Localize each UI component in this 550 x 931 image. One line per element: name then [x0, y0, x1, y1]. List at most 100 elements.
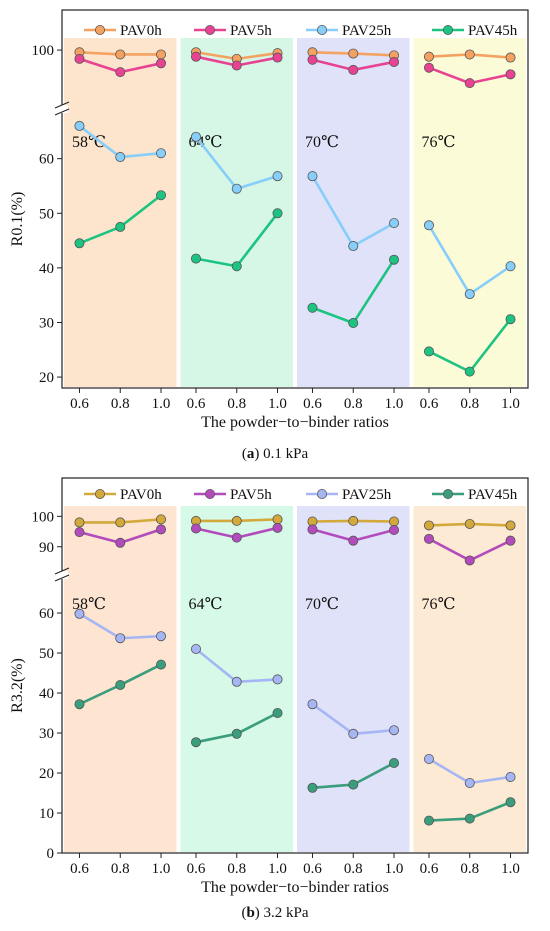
x-tick-label: 0.8 [111, 861, 130, 877]
legend-entry: PAV25h [342, 487, 392, 503]
panel-caption-letter: b [246, 905, 254, 921]
data-point-PAV5h [74, 53, 85, 64]
group-band-1 [64, 38, 177, 387]
data-point-PAV5h [272, 52, 283, 63]
data-point-PAV25h [505, 772, 516, 783]
data-point-PAV45h [389, 758, 400, 769]
data-point-PAV0h [156, 49, 167, 60]
panel-caption: (a) 0.1 kPa [242, 446, 309, 462]
data-point-PAV25h [505, 261, 516, 272]
y-tick-label: 10 [39, 806, 54, 822]
data-point-PAV25h [156, 148, 167, 159]
data-point-PAV45h [505, 314, 516, 325]
legend-entry: PAV0h [120, 487, 162, 503]
legend-marker [95, 488, 106, 499]
y-tick-label: 50 [39, 206, 54, 222]
data-point-PAV25h [423, 220, 434, 231]
data-point-PAV5h [190, 523, 201, 534]
panel-caption-letter: a [247, 446, 255, 462]
data-point-PAV45h [74, 238, 85, 249]
data-point-PAV0h [231, 515, 242, 526]
x-tick-label: 0.6 [303, 396, 322, 412]
data-point-PAV45h [231, 728, 242, 739]
x-tick-label: 0.8 [111, 396, 130, 412]
legend-marker [204, 24, 215, 35]
data-point-PAV5h [348, 64, 359, 75]
x-tick-label: 0.8 [460, 861, 479, 877]
legend-entry: PAV45h [468, 23, 518, 39]
data-point-PAV25h [389, 725, 400, 736]
data-point-PAV0h [156, 514, 167, 525]
legend-marker [204, 488, 215, 499]
data-point-PAV0h [505, 520, 516, 531]
data-point-PAV25h [231, 183, 242, 194]
x-tick-label: 0.6 [420, 861, 439, 877]
data-point-PAV25h [115, 152, 126, 163]
y-tick-label: 60 [39, 606, 54, 622]
data-point-PAV25h [74, 608, 85, 619]
group-label: 76℃ [422, 596, 456, 613]
data-point-PAV0h [423, 51, 434, 62]
group-band-4 [413, 38, 526, 387]
y-tick-label: 100 [32, 509, 55, 525]
data-point-PAV25h [389, 218, 400, 229]
data-point-PAV5h [190, 51, 201, 62]
data-point-PAV45h [272, 708, 283, 719]
data-point-PAV25h [307, 171, 318, 182]
axis-break-mark [54, 101, 70, 109]
x-axis-label: The powder−to−binder ratios [201, 879, 389, 896]
data-point-PAV5h [272, 522, 283, 533]
data-point-PAV5h [115, 67, 126, 78]
axis-break-gap [56, 105, 68, 113]
data-point-PAV5h [231, 532, 242, 543]
data-point-PAV0h [115, 49, 126, 60]
legend-entry: PAV5h [230, 23, 272, 39]
data-point-PAV5h [464, 555, 475, 566]
y-tick-label: 30 [39, 315, 54, 331]
data-point-PAV0h [348, 515, 359, 526]
data-point-PAV45h [156, 659, 167, 670]
data-point-PAV25h [423, 754, 434, 765]
data-point-PAV0h [348, 48, 359, 59]
chart-panel-2: 90 100 0 10 20 30 40 50 60 R3.2(%) 0.6 0.8 1.0 58℃ 0.6… [9, 477, 529, 921]
data-point-PAV45h [115, 221, 126, 232]
y-tick-label: 20 [39, 370, 54, 386]
x-tick-label: 0.6 [420, 396, 439, 412]
x-tick-label: 0.8 [227, 861, 246, 877]
x-tick-label: 0.6 [187, 396, 206, 412]
legend-marker [316, 488, 327, 499]
y-axis-label: R3.2(%) [9, 658, 26, 713]
legend-marker [95, 24, 106, 35]
y-tick-label: 50 [39, 646, 54, 662]
data-point-PAV25h [115, 633, 126, 644]
group-label: 70℃ [305, 134, 339, 151]
data-point-PAV45h [156, 190, 167, 201]
data-point-PAV45h [348, 318, 359, 329]
legend-marker [442, 24, 453, 35]
data-point-PAV45h [423, 346, 434, 357]
panel-caption-text: ) 3.2 kPa [255, 905, 309, 921]
group-band-3 [297, 506, 410, 852]
data-point-PAV45h [505, 797, 516, 808]
data-point-PAV0h [74, 517, 85, 528]
y-tick-label: 40 [39, 686, 54, 702]
y-tick-label: 30 [39, 726, 54, 742]
data-point-PAV25h [231, 676, 242, 687]
group-label: 70℃ [305, 596, 339, 613]
group-label: 76℃ [422, 134, 456, 151]
legend-entry: PAV45h [468, 487, 518, 503]
y-axis-label: R0.1(%) [9, 192, 26, 247]
x-tick-label: 0.8 [460, 396, 479, 412]
data-point-PAV5h [389, 56, 400, 67]
group-label: 58℃ [72, 596, 106, 613]
x-tick-label: 0.8 [344, 861, 363, 877]
data-point-PAV45h [464, 813, 475, 824]
axis-break-mark [54, 574, 70, 582]
data-point-PAV5h [505, 69, 516, 80]
data-point-PAV25h [74, 120, 85, 131]
data-point-PAV45h [423, 815, 434, 826]
data-point-PAV0h [464, 518, 475, 529]
legend-entry: PAV5h [230, 487, 272, 503]
data-point-PAV5h [389, 525, 400, 536]
